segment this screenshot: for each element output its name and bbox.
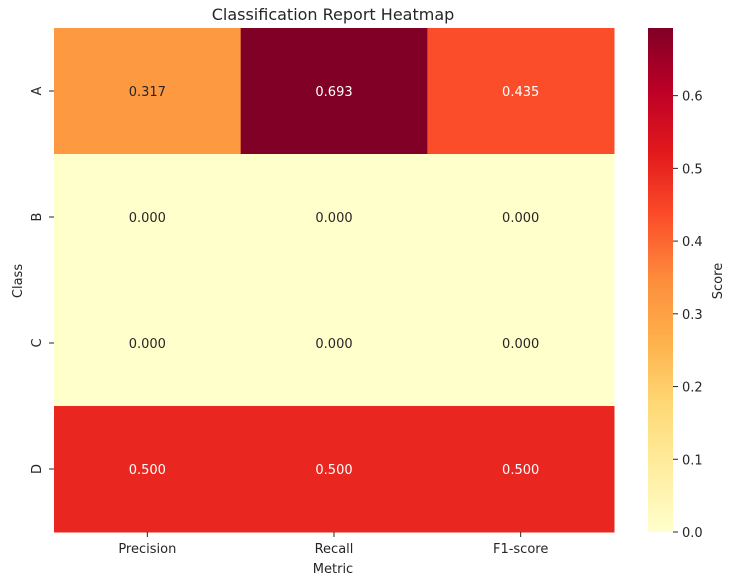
colorbar-tick-label: 0.5 <box>682 162 703 177</box>
colorbar-tick-label: 0.4 <box>682 235 703 250</box>
x-tick-labels: Precision Recall F1-score <box>118 532 548 557</box>
heatmap-cells: 0.317 0.693 0.435 0.000 0.000 0.000 0.000 0.000… <box>54 28 615 533</box>
cell-value-label: 0.435 <box>502 85 539 100</box>
heatmap-cell <box>240 406 428 533</box>
heatmap-cell <box>427 406 615 533</box>
x-axis-label: Metric <box>313 562 353 577</box>
colorbar-tick-label: 0.0 <box>682 526 703 541</box>
cell-value-label: 0.000 <box>129 211 166 226</box>
cell-value-label: 0.500 <box>315 463 352 478</box>
heatmap-cell <box>427 28 615 155</box>
y-tick-label: B <box>30 213 45 222</box>
heatmap-cell <box>54 280 242 407</box>
x-tick-label: F1-score <box>493 542 548 557</box>
y-tick-label: C <box>30 338 45 347</box>
heatmap-cell <box>54 406 242 533</box>
x-tick-label: Recall <box>315 542 354 557</box>
cell-value-label: 0.500 <box>129 463 166 478</box>
cell-value-label: 0.000 <box>315 337 352 352</box>
y-tick-label: D <box>30 464 45 474</box>
cell-value-label: 0.000 <box>129 337 166 352</box>
heatmap-cell <box>54 154 242 281</box>
heatmap-cell <box>240 280 428 407</box>
colorbar-tick-label: 0.3 <box>682 308 703 323</box>
colorbar-ticks: 0.0 0.1 0.2 0.3 0.4 0.5 0.6 <box>673 90 703 541</box>
cell-value-label: 0.317 <box>129 85 166 100</box>
cell-value-label: 0.693 <box>315 85 352 100</box>
heatmap-cell <box>427 154 615 281</box>
cell-value-label: 0.000 <box>502 211 539 226</box>
colorbar <box>648 28 673 532</box>
x-tick-label: Precision <box>118 542 176 557</box>
y-tick-labels: A B C D <box>30 86 54 474</box>
cell-value-label: 0.500 <box>502 463 539 478</box>
y-tick-label: A <box>30 86 45 95</box>
heatmap-cell <box>240 28 428 155</box>
chart-title: Classification Report Heatmap <box>212 5 455 24</box>
cell-value-label: 0.000 <box>315 211 352 226</box>
heatmap-cell <box>427 280 615 407</box>
colorbar-tick-label: 0.1 <box>682 453 703 468</box>
heatmap-cell <box>240 154 428 281</box>
cell-value-label: 0.000 <box>502 337 539 352</box>
colorbar-label: Score <box>711 263 726 299</box>
colorbar-tick-label: 0.2 <box>682 381 703 396</box>
colorbar-tick-label: 0.6 <box>682 90 703 105</box>
heatmap-cell <box>54 28 242 155</box>
y-axis-label: Class <box>11 264 26 298</box>
